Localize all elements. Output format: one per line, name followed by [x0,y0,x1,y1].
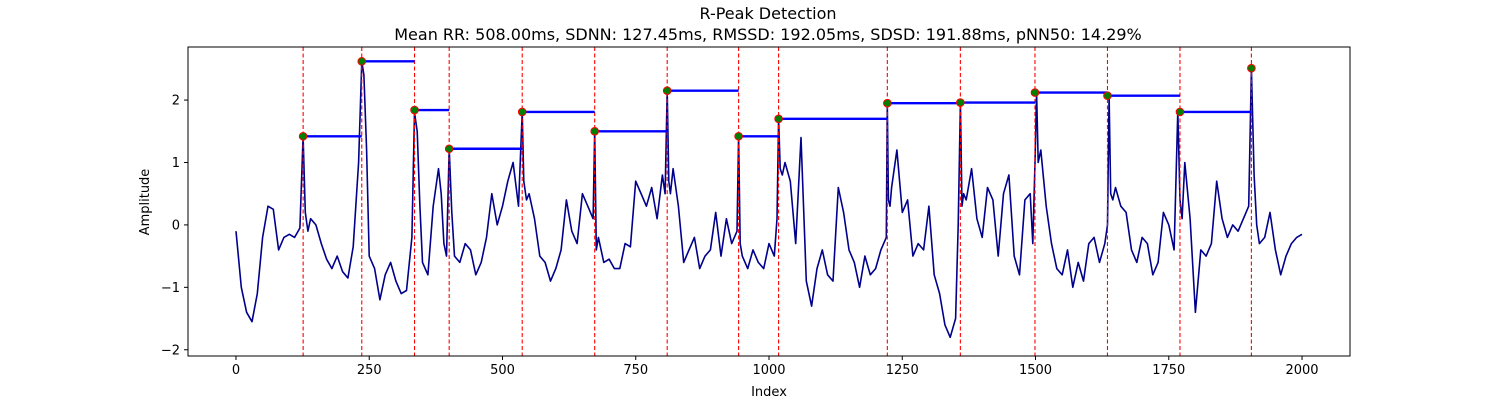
y-tick-label-3: 1 [172,156,180,171]
x-tick-label-8: 2000 [1285,363,1318,378]
x-tick-label-0: 0 [232,363,240,378]
r-peak-point-0 [298,131,308,141]
r-peak-point-3 [444,144,454,154]
y-tick-label-4: 2 [172,94,180,109]
r-peak-point-2 [410,105,419,115]
r-peak-point-14 [1247,63,1256,73]
r-peak-point-1 [357,57,367,66]
x-tick-label-2: 500 [490,363,515,378]
ecg-signal-line [235,60,1303,339]
y-axis: −2 −1 0 1 2 [161,94,188,358]
chart-subtitle: Mean RR: 508.00ms, SDNN: 127.45ms, RMSSD… [394,25,1142,44]
y-tick-label-2: 0 [172,218,180,233]
plot-area [235,47,1303,356]
chart-title: R-Peak Detection [699,4,836,23]
x-tick-label-1: 250 [357,363,382,378]
r-peak-point-8 [774,114,783,124]
r-peak-point-9 [883,98,892,108]
r-peak-point-12 [1103,91,1112,100]
x-axis: 0 250 500 750 1000 1250 1500 1750 2000 [232,356,1319,378]
x-tick-label-4: 1000 [752,363,785,378]
r-peak-point-11 [1030,88,1040,97]
y-tick-label-1: −1 [161,281,180,296]
r-peak-point-10 [956,98,965,107]
x-tick-label-3: 750 [623,363,648,378]
r-peak-point-4 [517,107,527,117]
x-tick-label-5: 1250 [886,363,919,378]
y-tick-label-0: −2 [161,343,180,358]
r-peak-point-7 [734,131,743,141]
x-tick-label-6: 1500 [1019,363,1052,378]
y-axis-label: Amplitude [138,169,153,236]
r-peak-point-13 [1175,107,1185,117]
r-peak-point-6 [662,86,672,95]
r-peak-point-5 [590,126,600,136]
x-tick-label-7: 1750 [1152,363,1185,378]
x-axis-label: Index [751,385,787,400]
